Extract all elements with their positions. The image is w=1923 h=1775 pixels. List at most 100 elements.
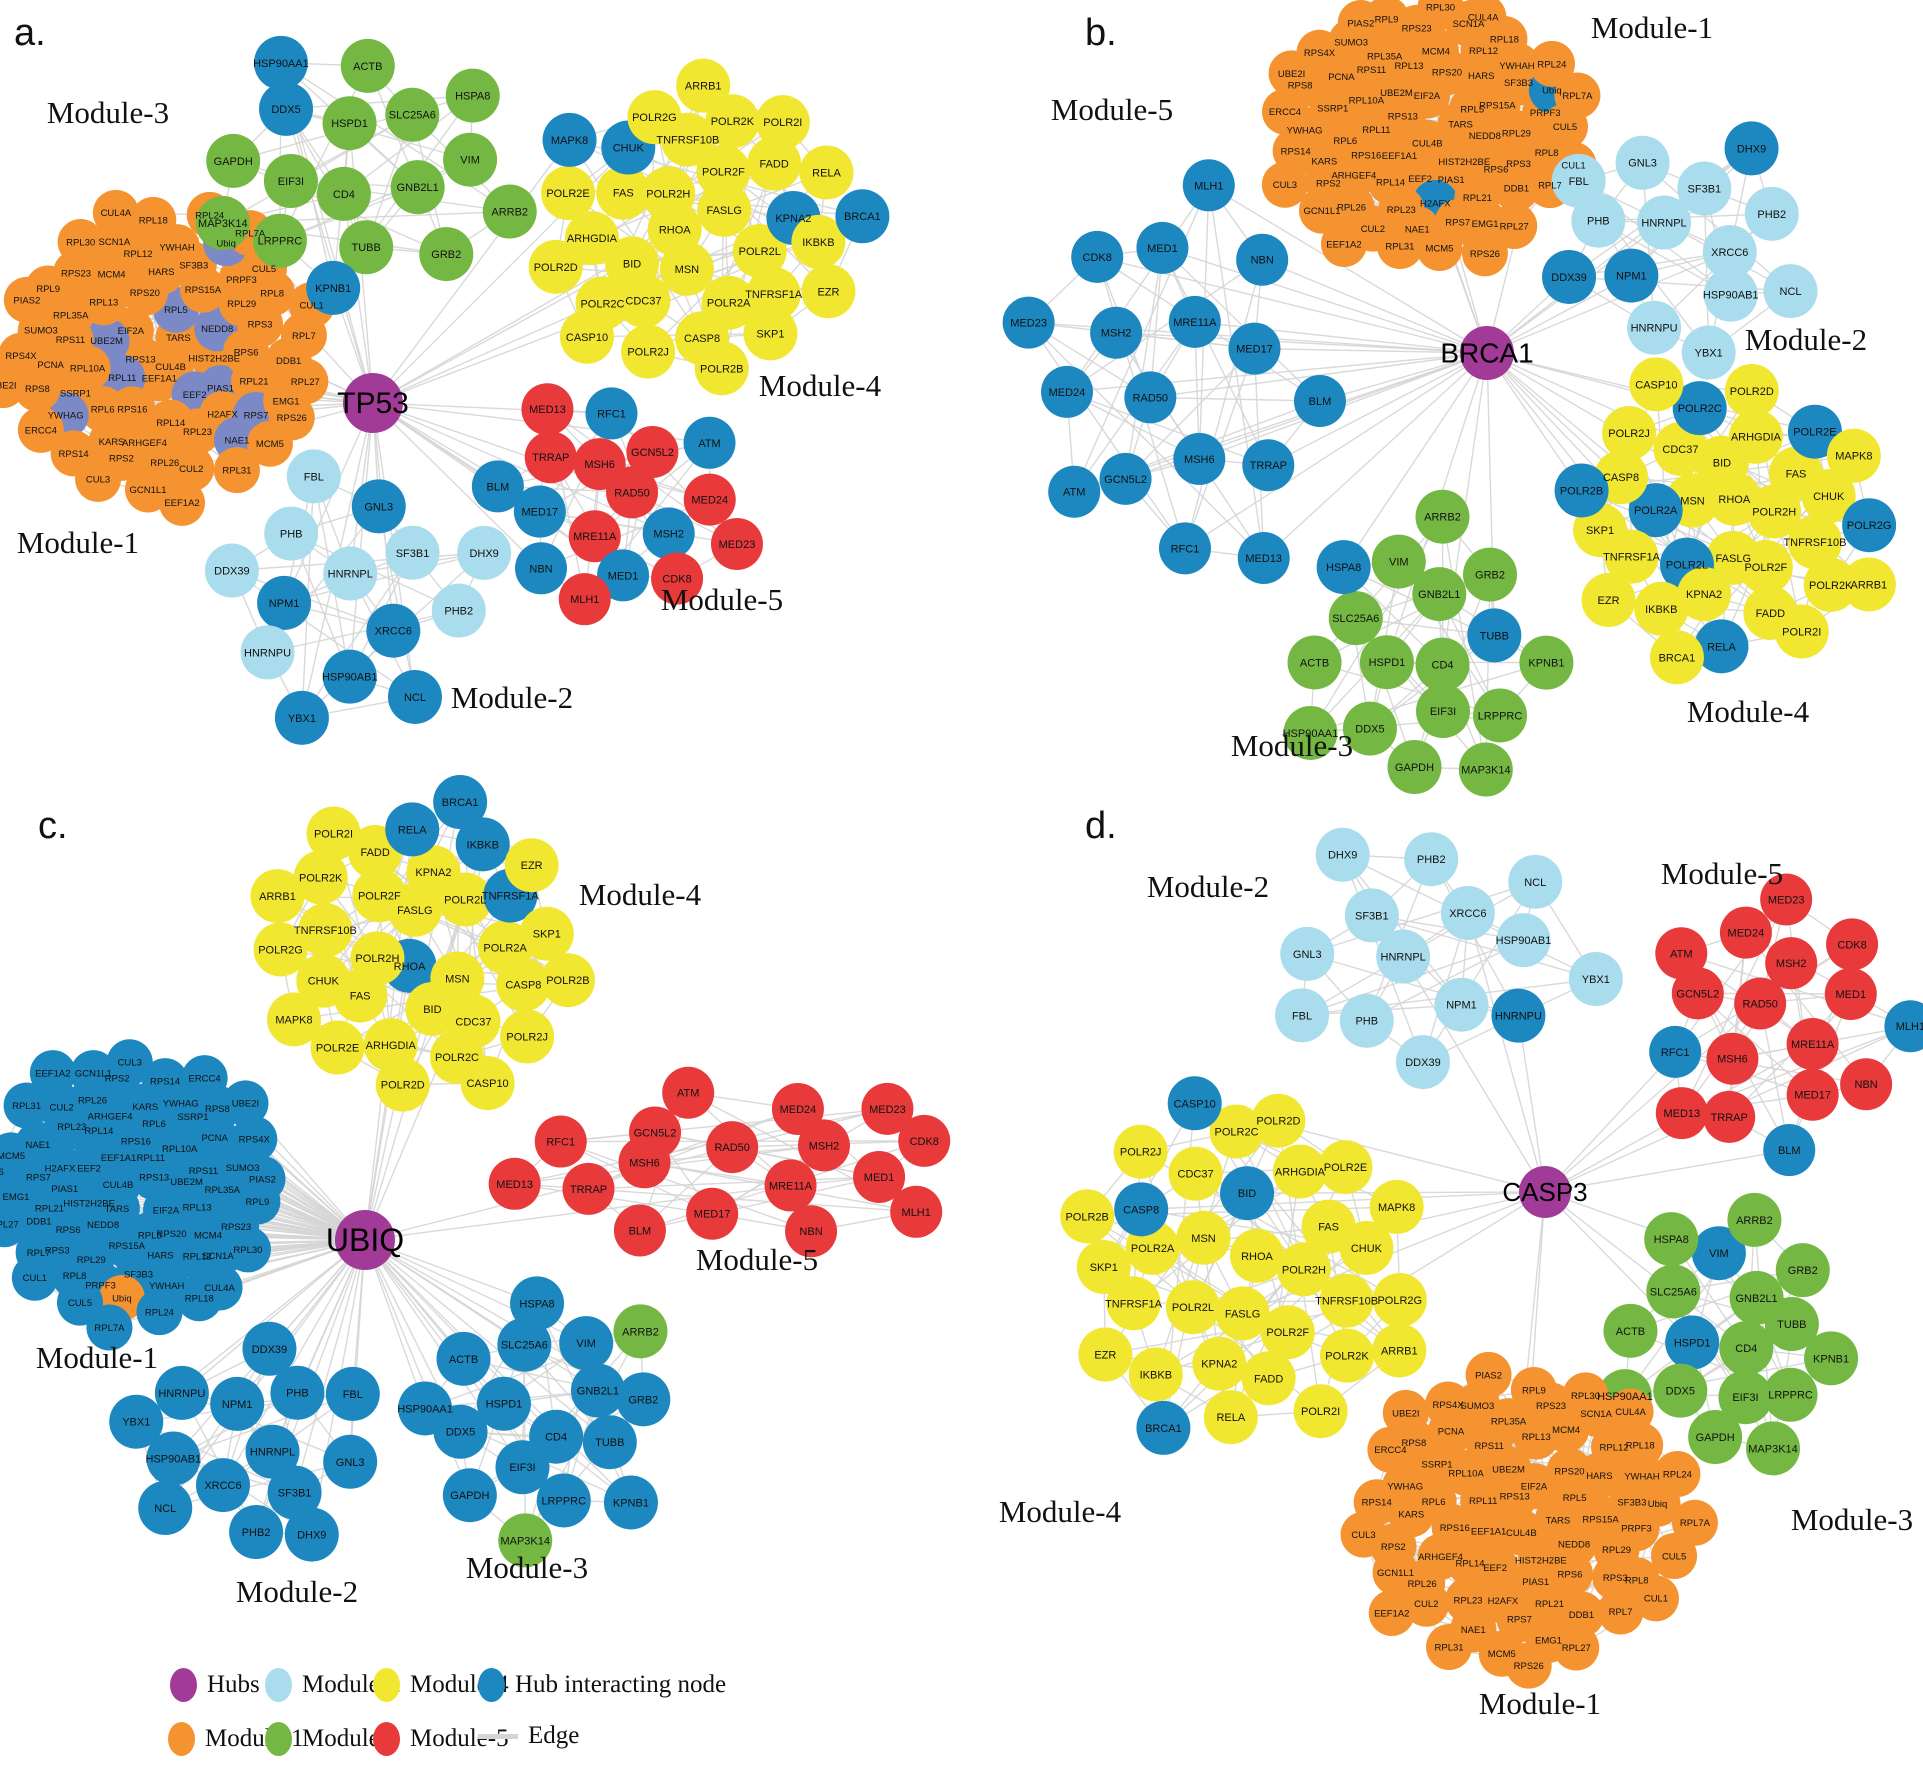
node-ARRB1[interactable] bbox=[676, 58, 731, 113]
node-KPNA2[interactable] bbox=[406, 845, 461, 900]
node-XRCC6[interactable] bbox=[366, 603, 421, 658]
node-GRB2[interactable] bbox=[1463, 547, 1518, 602]
node-GCN5L2[interactable] bbox=[626, 425, 679, 478]
node-POLR2G[interactable] bbox=[1372, 1273, 1427, 1328]
node-RPL31[interactable] bbox=[1376, 223, 1423, 270]
node-GNL3[interactable] bbox=[1280, 926, 1335, 981]
node-RPL30[interactable] bbox=[1562, 1372, 1609, 1419]
node-CHUK[interactable] bbox=[1801, 469, 1856, 524]
node-RAD50[interactable] bbox=[1124, 371, 1177, 424]
node-MAP3K14[interactable] bbox=[195, 196, 250, 251]
node-KPNA2[interactable] bbox=[1677, 567, 1732, 622]
node-HNRNPL[interactable] bbox=[323, 546, 378, 601]
node-GCN5L2[interactable] bbox=[1099, 452, 1152, 505]
node-GNL3[interactable] bbox=[351, 479, 406, 534]
node-RPS26[interactable] bbox=[1461, 230, 1508, 277]
node-TNFRSF10B[interactable] bbox=[1787, 515, 1842, 570]
node-MLH1[interactable] bbox=[1182, 159, 1235, 212]
node-HNRNPL[interactable] bbox=[245, 1424, 300, 1479]
node-EEF1A2[interactable] bbox=[159, 479, 206, 526]
node-MAPK8[interactable] bbox=[267, 992, 322, 1047]
node-LRPPRC[interactable] bbox=[252, 213, 307, 268]
hub-node-CASP3[interactable] bbox=[1519, 1166, 1571, 1218]
node-RPL27[interactable] bbox=[0, 1201, 28, 1248]
node-POLR2I[interactable] bbox=[1293, 1384, 1348, 1439]
node-VIM[interactable] bbox=[559, 1316, 614, 1371]
node-MSH6[interactable] bbox=[1706, 1032, 1759, 1085]
node-MED17[interactable] bbox=[1786, 1068, 1839, 1121]
node-POLR2K[interactable] bbox=[293, 850, 348, 905]
node-ARRB1[interactable] bbox=[1372, 1323, 1427, 1378]
node-CUL4A[interactable] bbox=[1607, 1388, 1654, 1435]
node-HSP90AB1[interactable] bbox=[146, 1431, 201, 1486]
node-XRCC6[interactable] bbox=[1702, 224, 1757, 279]
node-PHB2[interactable] bbox=[1404, 832, 1459, 887]
node-MSH2[interactable] bbox=[1090, 306, 1143, 359]
node-ARHGDIA[interactable] bbox=[564, 211, 619, 266]
node-RPL27[interactable] bbox=[1491, 202, 1538, 249]
node-GNL3[interactable] bbox=[323, 1434, 378, 1489]
node-VIM[interactable] bbox=[443, 132, 498, 187]
node-KPNB1[interactable] bbox=[603, 1475, 658, 1530]
node-DDX39[interactable] bbox=[242, 1321, 297, 1376]
node-MED23[interactable] bbox=[1002, 296, 1055, 349]
node-MED23[interactable] bbox=[1760, 873, 1813, 926]
node-HSPD1[interactable] bbox=[1665, 1315, 1720, 1370]
hub-node-BRCA1[interactable] bbox=[1460, 326, 1514, 380]
node-RELA[interactable] bbox=[1694, 619, 1749, 674]
node-PHB2[interactable] bbox=[431, 583, 486, 638]
node-FBL[interactable] bbox=[1275, 988, 1330, 1043]
node-EEF1A2[interactable] bbox=[1368, 1590, 1415, 1637]
node-EEF1A2[interactable] bbox=[1320, 220, 1367, 267]
node-YBX1[interactable] bbox=[1568, 952, 1623, 1007]
node-HSPD1[interactable] bbox=[1359, 635, 1414, 690]
node-GRB2[interactable] bbox=[616, 1372, 671, 1427]
node-XRCC6[interactable] bbox=[1440, 885, 1495, 940]
node-CUL4A[interactable] bbox=[1460, 0, 1507, 40]
node-FASLG[interactable] bbox=[697, 182, 752, 237]
node-RPL27[interactable] bbox=[1553, 1624, 1600, 1671]
node-IKBKB[interactable] bbox=[1128, 1347, 1183, 1402]
node-RFC1[interactable] bbox=[1649, 1025, 1702, 1078]
node-CDC37[interactable] bbox=[1653, 421, 1708, 476]
node-HSP90AA1[interactable] bbox=[253, 35, 308, 90]
node-GNL3[interactable] bbox=[1615, 135, 1670, 190]
node-RPL23[interactable] bbox=[174, 408, 221, 455]
node-CDK8[interactable] bbox=[898, 1114, 951, 1167]
node-DHX9[interactable] bbox=[1315, 827, 1370, 882]
node-NPM1[interactable] bbox=[210, 1376, 265, 1431]
node-GNB2L1[interactable] bbox=[390, 160, 445, 215]
node-FBL[interactable] bbox=[1551, 153, 1606, 208]
node-ERCC4[interactable] bbox=[17, 406, 64, 453]
node-NBN[interactable] bbox=[785, 1205, 838, 1258]
node-POLR2B[interactable] bbox=[1554, 463, 1609, 518]
node-MAP3K14[interactable] bbox=[1458, 742, 1513, 797]
node-ARRB2[interactable] bbox=[482, 184, 537, 239]
node-MRE11A[interactable] bbox=[568, 510, 621, 563]
node-ARRB1[interactable] bbox=[250, 869, 305, 924]
node-PIAS2[interactable] bbox=[3, 276, 50, 323]
node-POLR2J[interactable] bbox=[621, 324, 676, 379]
node-ATM[interactable] bbox=[662, 1066, 715, 1119]
node-POLR2E[interactable] bbox=[541, 166, 596, 221]
node-ERCC4[interactable] bbox=[1262, 88, 1309, 135]
node-HNRNPL[interactable] bbox=[1376, 929, 1431, 984]
node-MED13[interactable] bbox=[1655, 1087, 1708, 1140]
node-POLR2D[interactable] bbox=[1251, 1093, 1306, 1148]
node-FADD[interactable] bbox=[1241, 1351, 1296, 1406]
node-UBE2I[interactable] bbox=[1268, 50, 1315, 97]
node-NPM1[interactable] bbox=[257, 575, 312, 630]
node-BRCA1[interactable] bbox=[1136, 1400, 1191, 1455]
node-HSP90AA1[interactable] bbox=[398, 1381, 453, 1436]
node-RPL31[interactable] bbox=[1426, 1623, 1473, 1670]
node-EZR[interactable] bbox=[801, 264, 856, 319]
node-LRPPRC[interactable] bbox=[1763, 1367, 1818, 1422]
node-MED17[interactable] bbox=[1228, 322, 1281, 375]
node-RPL24[interactable] bbox=[136, 1289, 183, 1336]
node-NBN[interactable] bbox=[1236, 233, 1289, 286]
node-TRRAP[interactable] bbox=[1703, 1090, 1756, 1143]
node-CUL3[interactable] bbox=[106, 1039, 153, 1086]
node-IKBKB[interactable] bbox=[455, 817, 510, 872]
node-POLR2D[interactable] bbox=[528, 239, 583, 294]
node-POLR2L[interactable] bbox=[1165, 1280, 1220, 1335]
